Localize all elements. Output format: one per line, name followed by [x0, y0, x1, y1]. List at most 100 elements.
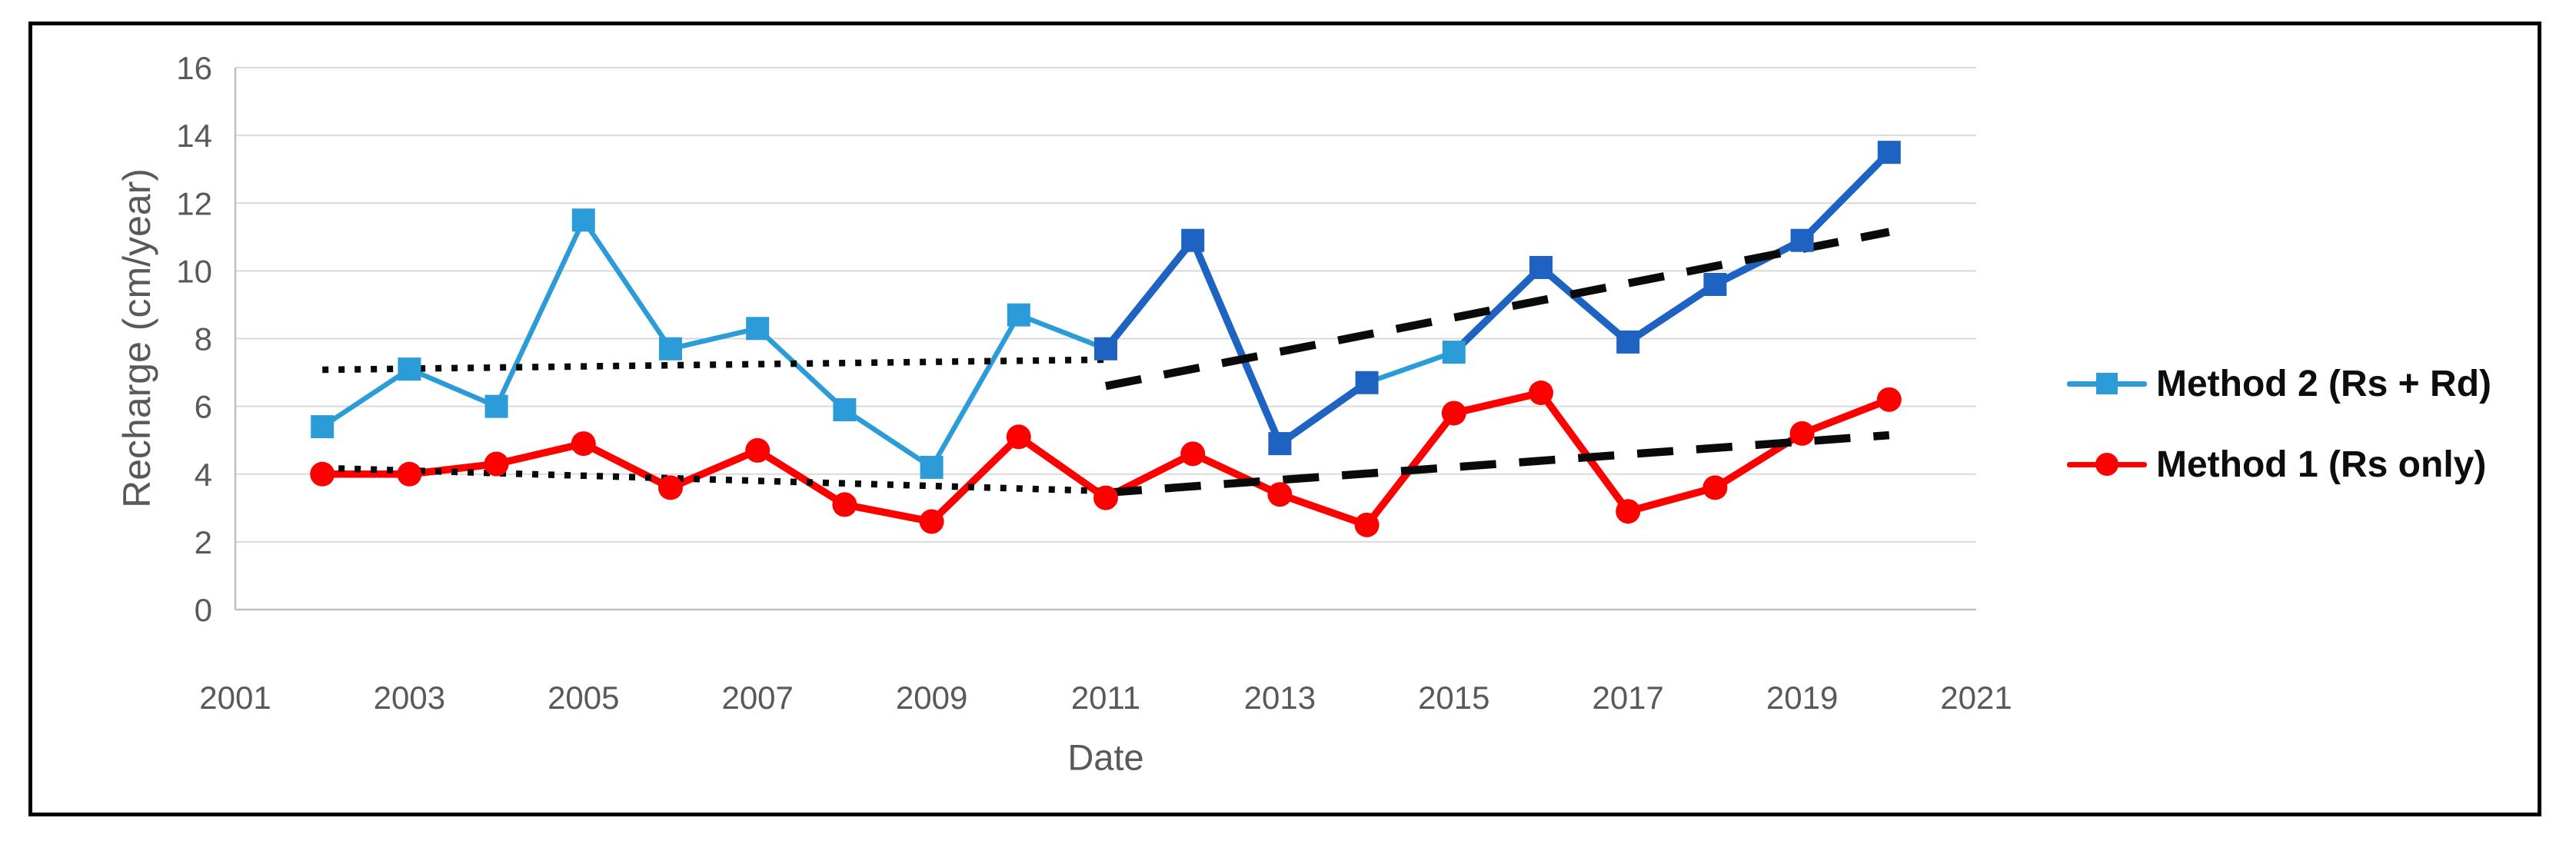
- method2-segment: [1016, 312, 1109, 351]
- x-axis-tick-labels: 2001 2003 2005 2007 2009 2011 2013 2015 2017 2019…: [199, 680, 2012, 716]
- method2-line-sample: [2067, 360, 2147, 407]
- method2-data-point: [746, 317, 770, 341]
- x-tick-label: 2009: [896, 680, 967, 716]
- method2-segment: [1711, 236, 1806, 288]
- y-tick-label: 2: [195, 524, 212, 560]
- method2-data-point: [1703, 273, 1727, 296]
- x-tick-label: 2003: [374, 680, 445, 716]
- y-tick-label: 0: [195, 592, 212, 628]
- series-method1-markers: [310, 381, 1902, 537]
- method2-data-point: [1529, 255, 1553, 279]
- method1-data-point: [832, 492, 857, 517]
- method1-data-point: [397, 461, 422, 487]
- legend-label-method2: Method 2 (Rs + Rd): [2156, 363, 2492, 404]
- method1-data-point: [484, 451, 509, 477]
- method2-segment: [929, 312, 1022, 470]
- method2-data-point: [833, 398, 857, 422]
- y-tick-label: 6: [195, 389, 212, 425]
- method1-data-point: [1876, 387, 1902, 412]
- method1-data-point: [1093, 485, 1118, 510]
- method2-segment: [494, 218, 587, 409]
- method1-data-point: [1267, 482, 1293, 507]
- y-axis-tick-labels: 0 2 4 6 8 10 12 14 16: [176, 50, 212, 628]
- method1-data-point: [1789, 420, 1815, 446]
- method1-data-point: [658, 475, 683, 500]
- method2-segment: [754, 326, 847, 413]
- trendline-dotted: [322, 464, 1107, 495]
- method1-data-point: [919, 509, 944, 534]
- method2-data-point: [1790, 228, 1814, 252]
- figure-border: [28, 22, 2541, 816]
- method2-segment: [842, 407, 934, 470]
- y-tick-label: 4: [195, 457, 212, 493]
- series-method2-markers: [311, 141, 1901, 479]
- y-tick-label: 10: [176, 253, 212, 289]
- method1-data-point: [1702, 475, 1728, 500]
- method2-data-point: [1094, 337, 1117, 361]
- series-method2-line: [319, 148, 1893, 470]
- method2-segment: [1798, 148, 1893, 244]
- x-tick-label: 2021: [1940, 680, 2012, 716]
- legend-item-method2: Method 2 (Rs + Rd): [2067, 360, 2491, 407]
- x-tick-label: 2015: [1418, 680, 1489, 716]
- x-tick-label: 2005: [547, 680, 619, 716]
- method2-data-point: [1181, 228, 1205, 252]
- method2-data-point: [1616, 330, 1640, 354]
- method2-data-point: [311, 415, 334, 439]
- method2-data-point: [1442, 341, 1466, 364]
- y-tick-label: 12: [176, 185, 212, 221]
- method1-data-point: [310, 461, 335, 487]
- method2-data-point: [1007, 303, 1030, 327]
- trendline-dotted: [322, 356, 1107, 374]
- gridlines: [234, 67, 1976, 611]
- legend-label-method1: Method 1 (Rs only): [2156, 444, 2487, 485]
- method1-circle-marker-icon: [2095, 453, 2118, 476]
- method2-segment: [667, 326, 760, 351]
- trendline-dashed: [1104, 228, 1890, 391]
- method2-segment: [319, 366, 412, 430]
- method1-line-sample: [2067, 440, 2147, 488]
- method1-data-point: [1529, 381, 1553, 405]
- x-tick-label: 2001: [199, 680, 271, 716]
- method2-segment: [1189, 236, 1284, 447]
- method2-data-point: [398, 357, 421, 381]
- y-tick-label: 14: [176, 118, 212, 154]
- method2-segment: [1364, 349, 1457, 386]
- x-tick-label: 2019: [1766, 680, 1838, 716]
- method2-segment: [1276, 379, 1371, 447]
- method2-data-point: [1355, 371, 1379, 394]
- y-tick-label: 16: [176, 50, 212, 86]
- method2-segment: [1450, 264, 1545, 356]
- method2-segment: [1102, 236, 1196, 353]
- method2-segment: [1537, 264, 1632, 346]
- method1-data-point: [1616, 499, 1641, 524]
- method1-data-point: [1354, 512, 1380, 537]
- method2-data-point: [1268, 432, 1292, 456]
- method1-data-point: [1180, 441, 1206, 467]
- legend: Method 2 (Rs + Rd) Method 1 (Rs only): [2067, 360, 2491, 488]
- method2-data-point: [484, 394, 508, 418]
- trendline-dashed: [1105, 430, 1890, 497]
- method2-data-point: [1877, 141, 1901, 165]
- x-tick-label: 2013: [1244, 680, 1316, 716]
- trendlines: [322, 228, 1890, 497]
- method1-data-point: [1441, 401, 1466, 426]
- method2-segment: [407, 366, 499, 409]
- method2-segment: [1624, 281, 1719, 346]
- x-tick-label: 2017: [1592, 680, 1663, 716]
- x-axis-title: Date: [1067, 736, 1144, 778]
- legend-item-method1: Method 1 (Rs only): [2067, 440, 2491, 488]
- method1-data-point: [571, 431, 596, 457]
- method2-data-point: [659, 337, 682, 361]
- method1-data-point: [1006, 424, 1031, 450]
- method2-segment: [581, 218, 674, 351]
- y-axis-title: Recharge (cm/year): [115, 168, 158, 508]
- y-tick-label: 8: [195, 321, 212, 357]
- method1-data-point: [745, 437, 770, 463]
- method2-data-point: [571, 208, 595, 232]
- method2-data-point: [920, 455, 944, 479]
- method2-square-marker-icon: [2096, 373, 2118, 394]
- x-tick-label: 2011: [1071, 680, 1140, 716]
- x-tick-label: 2007: [721, 680, 793, 716]
